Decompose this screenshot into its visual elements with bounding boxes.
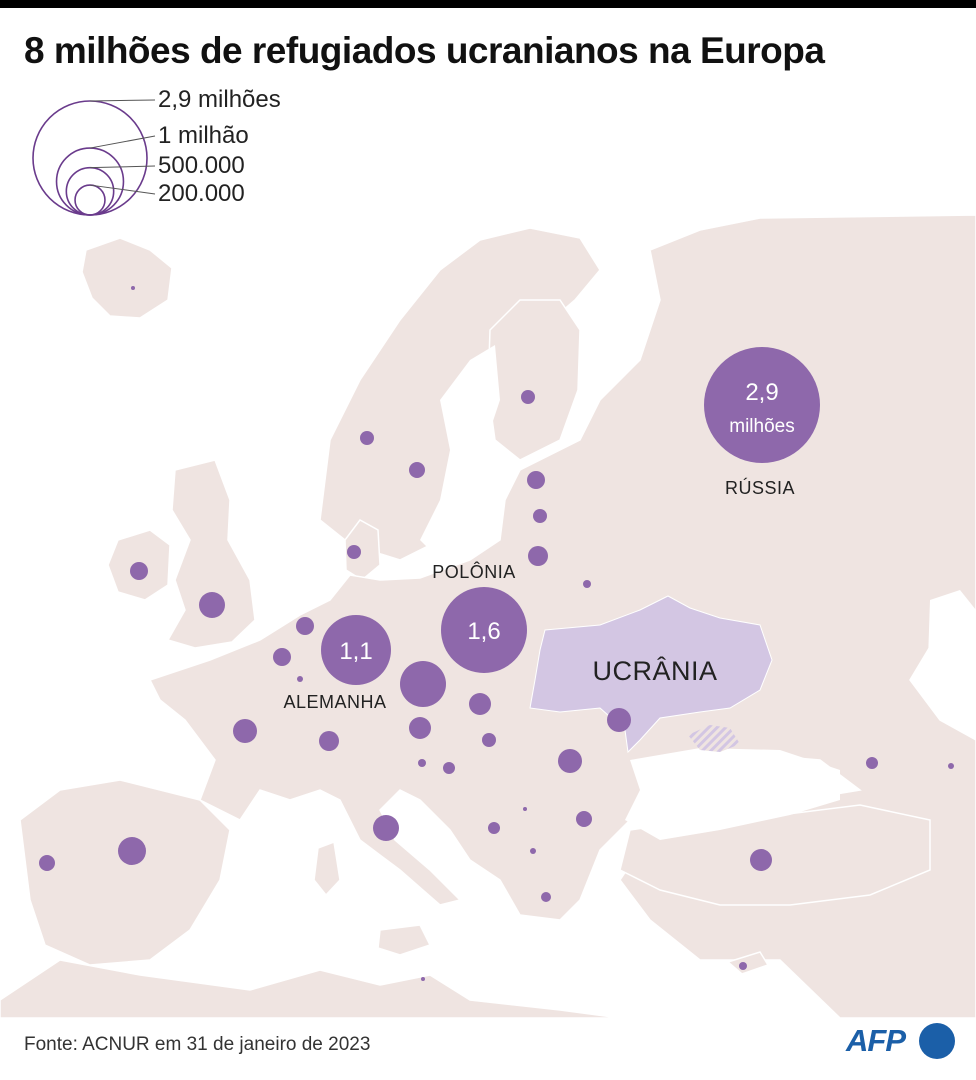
country-bubble (373, 815, 399, 841)
afp-logo: AFP (846, 1021, 958, 1061)
great-britain-shape (166, 459, 256, 649)
legend-leader-line (89, 165, 156, 169)
germany-label: ALEMANHA (283, 692, 386, 712)
country-bubble (528, 546, 548, 566)
country-bubble (607, 708, 631, 732)
country-bubble (418, 759, 426, 767)
crimea-shape (688, 725, 740, 752)
country-bubble (421, 977, 425, 981)
country-bubble (576, 811, 592, 827)
country-bubble (530, 848, 536, 854)
caspian-sea (928, 590, 976, 700)
page-title: 8 milhões de refugiados ucranianos na Eu… (24, 30, 825, 71)
sardinia-shape (313, 840, 341, 897)
country-bubble (347, 545, 361, 559)
country-bubble (273, 648, 291, 666)
sicily-shape (377, 924, 432, 956)
country-bubble (739, 962, 747, 970)
russia-bubble-unit: milhões (729, 416, 794, 437)
legend-circles (32, 99, 156, 216)
country-bubble (297, 676, 303, 682)
russia-label: RÚSSIA (725, 477, 795, 498)
russia-bubble-value: 2,9 (745, 379, 778, 406)
black-sea (625, 748, 840, 840)
top-rule (0, 0, 976, 8)
country-bubble (400, 661, 446, 707)
country-bubble (319, 731, 339, 751)
country-bubble (948, 763, 954, 769)
iceland-shape (81, 237, 173, 319)
source-note: Fonte: ACNUR em 31 de janeiro de 2023 (24, 1034, 371, 1055)
country-bubble (199, 592, 225, 618)
poland-bubble (441, 587, 527, 673)
afp-logo-text: AFP (846, 1023, 906, 1058)
russia-bubble (704, 347, 820, 463)
legend-leader-line (89, 184, 156, 195)
country-bubble (533, 509, 547, 523)
north-africa-shape (0, 959, 621, 1019)
country-bubble (409, 462, 425, 478)
country-bubble (233, 719, 257, 743)
denmark-shape (344, 519, 381, 581)
ukraine-label: UCRÂNIA (592, 655, 717, 686)
country-bubble (469, 693, 491, 715)
poland-label: POLÔNIA (432, 561, 516, 582)
country-bubble (118, 837, 146, 865)
legend-leader-line (89, 135, 156, 149)
germany-bubble-value: 1,1 (339, 638, 372, 665)
country-bubble (39, 855, 55, 871)
iberia-shape (19, 779, 231, 966)
germany-bubble (321, 615, 391, 685)
country-bubble (523, 807, 527, 811)
legend-label-500k: 500.000 (158, 152, 245, 179)
country-bubble (488, 822, 500, 834)
poland-bubble-value: 1,6 (467, 618, 500, 645)
country-bubble (130, 562, 148, 580)
legend-label-200k: 200.000 (158, 180, 245, 207)
country-bubble (482, 733, 496, 747)
legend-leader-line (89, 99, 156, 102)
legend-circle (74, 184, 106, 216)
legend-circle (55, 147, 125, 216)
finland-shape (487, 299, 581, 461)
country-bubble (443, 762, 455, 774)
country-bubble (131, 286, 135, 290)
country-bubble (296, 617, 314, 635)
country-bubble (541, 892, 551, 902)
seas (420, 345, 976, 840)
baltic-sea (420, 345, 500, 560)
small-bubbles (39, 286, 954, 981)
country-bubble (527, 471, 545, 489)
legend-label-2-9-million: 2,9 milhões (158, 86, 281, 113)
country-bubble (360, 431, 374, 445)
cyprus-shape (726, 951, 770, 975)
country-bubble (558, 749, 582, 773)
country-bubble (583, 580, 591, 588)
country-bubble (409, 717, 431, 739)
country-bubble (750, 849, 772, 871)
ukraine-shape (529, 595, 773, 754)
country-bubble (866, 757, 878, 769)
legend-label-1-million: 1 milhão (158, 122, 249, 149)
country-bubble (521, 390, 535, 404)
legend-circle (32, 100, 148, 216)
legend-circle (65, 166, 115, 216)
afp-logo-dot (919, 1023, 955, 1059)
